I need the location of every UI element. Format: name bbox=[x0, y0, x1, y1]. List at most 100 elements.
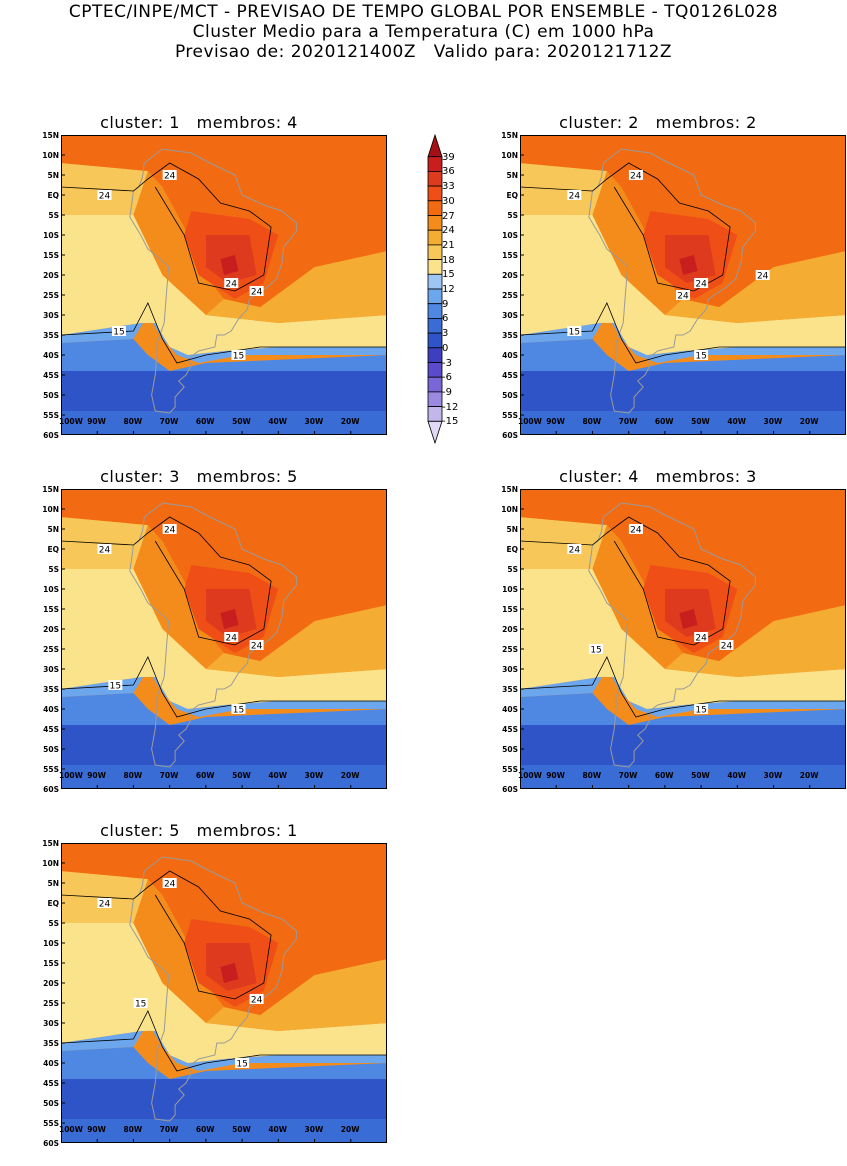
lat-label: 15S bbox=[43, 604, 59, 614]
coastline bbox=[588, 502, 756, 768]
lat-label: EQ bbox=[506, 544, 519, 554]
lon-label: 70W bbox=[618, 417, 638, 426]
cluster-panel-title: cluster: 5 membros: 1 bbox=[100, 821, 298, 840]
temperature-band bbox=[205, 605, 387, 677]
contour-label-box bbox=[162, 524, 177, 534]
contour-label-box bbox=[567, 190, 582, 200]
lat-label: 10N bbox=[42, 150, 59, 160]
color-legend-bar bbox=[427, 133, 443, 445]
temperature-band bbox=[520, 215, 846, 355]
contour-label-box bbox=[162, 878, 177, 888]
color-legend-label: 3 bbox=[442, 328, 449, 340]
lon-label: 30W bbox=[304, 771, 324, 780]
lon-label: 20W bbox=[340, 417, 360, 426]
lat-label: EQ bbox=[47, 544, 60, 554]
temperature-band bbox=[61, 315, 387, 363]
lon-label: 70W bbox=[159, 417, 179, 426]
lon-label: 80W bbox=[123, 1125, 143, 1134]
color-legend-label: 18 bbox=[442, 254, 455, 266]
contour-label: 15 bbox=[233, 706, 244, 716]
lat-label: 10S bbox=[502, 230, 518, 240]
color-legend-label: -3 bbox=[442, 357, 452, 369]
contour-label-box bbox=[162, 170, 177, 180]
cluster-panel-title: cluster: 1 membros: 4 bbox=[100, 113, 298, 132]
lat-label: 5N bbox=[47, 524, 60, 534]
temperature-band bbox=[61, 339, 387, 371]
lon-label: 90W bbox=[87, 771, 106, 780]
cluster-panel-title: cluster: 2 membros: 2 bbox=[559, 113, 757, 132]
lat-label: 15S bbox=[502, 250, 518, 260]
lon-label: 40W bbox=[268, 417, 288, 426]
color-legend-swatch bbox=[427, 347, 443, 363]
lat-label: 50S bbox=[43, 390, 59, 400]
lat-label: 25S bbox=[43, 290, 59, 300]
cluster-panel-2: cluster: 2 membros: 2 24 24 24 24 24 15 15 15N 10… bbox=[493, 113, 846, 458]
lat-label: 30S bbox=[502, 310, 518, 320]
map-title-line-3: Previsao de: 2020121400Z Valido para: 20… bbox=[174, 42, 673, 62]
contour-label: 24 bbox=[99, 192, 111, 202]
contour-label: 15 bbox=[590, 646, 601, 656]
lat-label: 10S bbox=[43, 938, 59, 948]
lat-label: 15N bbox=[42, 838, 59, 848]
lat-label: EQ bbox=[506, 190, 519, 200]
lon-label: 70W bbox=[159, 771, 179, 780]
lat-label: 35S bbox=[43, 330, 59, 340]
lat-label: EQ bbox=[47, 190, 60, 200]
lat-label: 5N bbox=[47, 170, 60, 180]
contour-label-box bbox=[97, 544, 112, 554]
lon-label: 60W bbox=[195, 417, 215, 426]
coastline bbox=[129, 502, 297, 768]
coastline bbox=[129, 148, 297, 414]
lat-label: 15S bbox=[43, 250, 59, 260]
contour-label: 24 bbox=[695, 634, 707, 644]
lat-label: 15N bbox=[42, 484, 59, 494]
temperature-band bbox=[61, 1023, 387, 1071]
lat-label: 5S bbox=[48, 918, 59, 928]
temperature-band bbox=[61, 693, 387, 725]
contour-label: 24 bbox=[164, 172, 176, 182]
color-legend-swatch bbox=[427, 215, 443, 231]
color-legend-label: 21 bbox=[442, 239, 455, 251]
lat-label: 35S bbox=[43, 1038, 59, 1048]
lat-label: 50S bbox=[43, 744, 59, 754]
lat-label: 25S bbox=[43, 998, 59, 1008]
temperature-band bbox=[220, 609, 239, 629]
contour-label: 24 bbox=[251, 288, 263, 298]
contour-label-box bbox=[694, 350, 709, 360]
temperature-band bbox=[520, 765, 846, 789]
color-legend-swatch bbox=[427, 303, 443, 319]
lat-label: 20S bbox=[43, 624, 59, 634]
contour-label: 15 bbox=[569, 328, 580, 338]
color-legend-swatch bbox=[427, 332, 443, 349]
lon-label: 70W bbox=[159, 1125, 179, 1134]
contour-label-box bbox=[694, 632, 709, 642]
color-legend-swatch bbox=[427, 288, 443, 305]
lat-label: 30S bbox=[43, 1018, 59, 1028]
lat-label: 10N bbox=[501, 504, 518, 514]
lon-label: 50W bbox=[232, 1125, 251, 1134]
temperature-band bbox=[61, 215, 387, 355]
color-legend-label: -9 bbox=[442, 386, 452, 398]
color-legend-swatch bbox=[427, 259, 443, 275]
map-frame bbox=[61, 843, 387, 1143]
cluster-panel-1: cluster: 1 membros: 4 24 24 24 24 15 15 15N 10N 5… bbox=[34, 113, 387, 458]
color-legend-swatch bbox=[427, 273, 443, 290]
lon-label: 50W bbox=[232, 771, 251, 780]
map-frame bbox=[520, 489, 846, 789]
lat-label: 10S bbox=[43, 584, 59, 594]
temperature-band bbox=[61, 923, 387, 1063]
lon-label: 60W bbox=[195, 1125, 215, 1134]
contour-label: 24 bbox=[99, 546, 111, 556]
lon-label: 100W bbox=[518, 771, 542, 780]
lat-label: 55S bbox=[43, 764, 59, 774]
temperature-band bbox=[664, 251, 846, 323]
contour-label-box bbox=[719, 640, 734, 650]
lat-label: 20S bbox=[43, 978, 59, 988]
lat-label: 45S bbox=[502, 370, 518, 380]
contour-label-box bbox=[231, 350, 246, 360]
lat-label: 20S bbox=[502, 624, 518, 634]
lon-label: 100W bbox=[59, 417, 83, 426]
coastline bbox=[588, 148, 756, 414]
lon-label: 40W bbox=[727, 771, 747, 780]
contour-label-box bbox=[589, 644, 604, 654]
